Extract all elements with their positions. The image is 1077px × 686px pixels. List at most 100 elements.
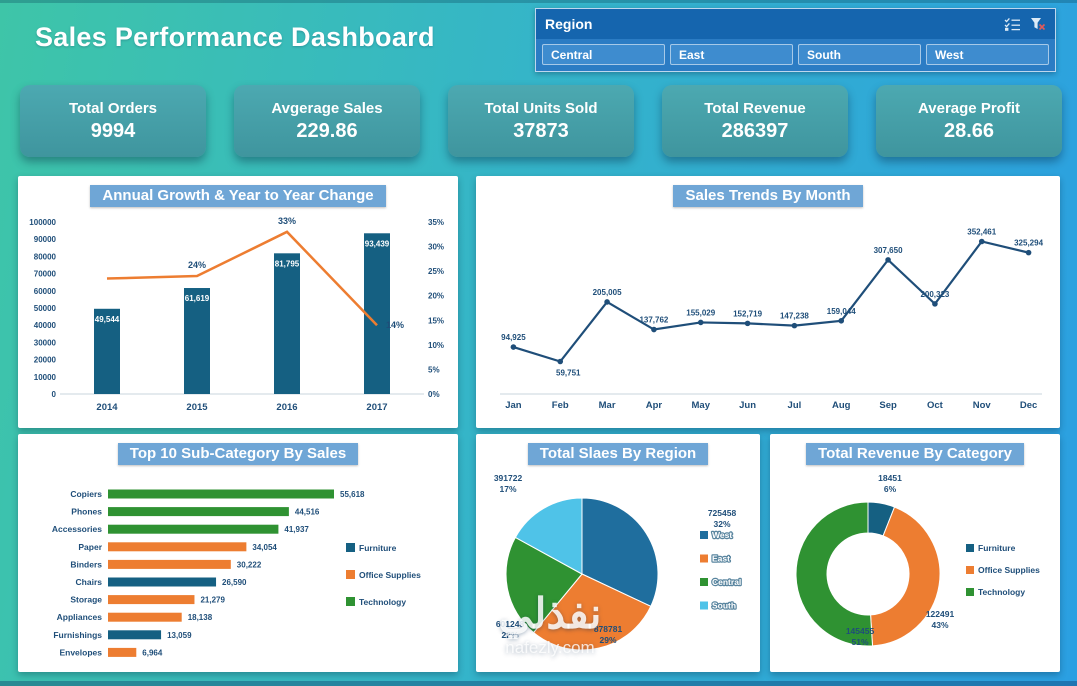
slice-878781 — [532, 573, 652, 651]
bar-value-label: 61,619 — [185, 294, 210, 303]
row-label: Appliances — [57, 612, 103, 622]
annual-growth-chart: 0 10000 20000 30000 40000 50000 60000 70000 8000… — [29, 216, 444, 413]
left-axis-tick: 50000 — [34, 304, 57, 313]
yoy-line — [106, 230, 378, 327]
slicer-button-south[interactable]: South — [798, 44, 921, 65]
tspan: 145455 — [846, 626, 875, 636]
sales-trends-chart: 94,925 Jan 59,751 Feb 205,005 Mar 137,762 Apr 15… — [500, 227, 1044, 411]
bar-storage — [108, 595, 195, 605]
slice-label: 391722 17% — [494, 473, 523, 494]
left-axis-tick: 60000 — [34, 287, 57, 296]
bar-phones — [108, 507, 289, 517]
multiselect-icon[interactable] — [1004, 17, 1021, 31]
bar-2014 — [94, 308, 120, 394]
point-value-label: 325,294 — [1014, 239, 1043, 248]
row-label: Envelopes — [59, 647, 102, 657]
left-axis-tick: 30000 — [34, 338, 57, 347]
category-label: 2016 — [276, 402, 297, 413]
kpi-card-2: Avgerage Sales 229.86 — [234, 85, 420, 157]
point-Jul — [791, 322, 798, 329]
slice-label: 145455 51% — [846, 626, 875, 647]
row-label: Chairs — [76, 577, 103, 587]
month-label: Aug — [832, 400, 851, 411]
bar-value-label: 30,222 — [237, 560, 262, 569]
bar-furnishings — [108, 630, 162, 640]
month-label: Dec — [1020, 400, 1037, 411]
top-edge — [0, 0, 1077, 3]
legend-label: South — [712, 601, 736, 611]
bar-value-label: 21,279 — [200, 596, 225, 605]
region-pie-chart: 725458 32% 878781 29% 601248 22% 391722 17% West… — [494, 473, 742, 651]
month-label: Jan — [505, 400, 522, 411]
kpi-label: Total Orders — [68, 99, 158, 117]
sales-line — [513, 240, 1029, 363]
page-title: Sales Performance Dashboard — [35, 22, 435, 52]
bar-appliances — [108, 612, 182, 622]
legend-swatch — [700, 531, 708, 539]
bar-value-label: 26,590 — [222, 578, 247, 587]
left-axis-tick: 20000 — [34, 356, 57, 365]
kpi-label: Total Units Sold — [484, 99, 598, 117]
kpi-label: Total Revenue — [704, 99, 806, 117]
kpi-card-3: Total Units Sold 37873 — [448, 85, 634, 157]
slice-label: 725458 32% — [708, 508, 737, 529]
row-label: Paper — [78, 542, 102, 552]
panel-subcategory: Top 10 Sub-Category By Sales Copiers 55,6… — [18, 434, 458, 672]
tspan: 601248 — [496, 619, 525, 629]
slicer-button-central[interactable]: Central — [542, 44, 665, 65]
slicer-button-east[interactable]: East — [670, 44, 793, 65]
point-value-label: 200,323 — [920, 290, 949, 299]
legend-swatch — [966, 544, 974, 552]
slice-label: 122491 43% — [926, 609, 955, 630]
bar-envelopes — [108, 647, 137, 657]
slicer-buttons: Central East South West — [536, 39, 1055, 71]
left-axis-tick: 0 — [52, 390, 57, 399]
slicer-button-west[interactable]: West — [926, 44, 1049, 65]
month-label: Mar — [599, 400, 616, 411]
point-value-label: 352,461 — [967, 227, 996, 236]
kpi-value: 229.86 — [296, 119, 358, 142]
month-label: Oct — [927, 400, 944, 411]
bottom-edge — [0, 681, 1077, 686]
month-label: Jun — [739, 400, 756, 411]
left-axis-tick: 70000 — [34, 270, 57, 279]
bar-2017 — [364, 233, 390, 394]
category-label: 2014 — [96, 402, 118, 413]
tspan: 122491 — [926, 609, 955, 619]
clear-filter-icon[interactable] — [1030, 17, 1046, 31]
slicer-icons — [1004, 17, 1046, 31]
kpi-card-1: Total Orders 9994 — [20, 85, 206, 157]
kpi-value: 9994 — [90, 119, 136, 142]
bar-chairs — [108, 577, 217, 587]
chart-title-subcategory: Top 10 Sub-Category By Sales — [117, 443, 359, 465]
point-value-label: 147,238 — [780, 312, 809, 321]
left-axis-tick: 90000 — [34, 235, 57, 244]
bar-paper — [108, 542, 247, 552]
legend-swatch — [346, 597, 355, 606]
category-donut-chart: 18451 6% 122491 43% 145455 51% Furniture Office… — [795, 473, 1040, 647]
bar-value-label: 13,059 — [167, 631, 192, 640]
point-May — [697, 319, 704, 326]
kpi-label: Average Profit — [918, 99, 1020, 117]
bar-value-label: 41,937 — [284, 525, 309, 534]
right-axis-tick: 30% — [428, 243, 444, 252]
chart-title-sales-trends: Sales Trends By Month — [673, 185, 863, 207]
chart-title-category-donut: Total Revenue By Category — [806, 443, 1024, 465]
chart-title-region-pie: Total Slaes By Region — [527, 443, 709, 465]
tspan: 51% — [851, 637, 868, 647]
yoy-label: 33% — [278, 216, 296, 226]
point-value-label: 155,029 — [686, 308, 715, 317]
legend-label: East — [712, 554, 730, 564]
bar-value-label: 49,544 — [95, 315, 120, 324]
category-label: 2015 — [186, 402, 208, 413]
slice-label: 601248 22% — [496, 619, 525, 640]
row-label: Accessories — [52, 524, 102, 534]
bar-2016 — [274, 253, 300, 394]
bar-value-label: 18,138 — [188, 613, 213, 622]
legend-label: West — [712, 530, 732, 540]
month-label: Sep — [879, 400, 897, 411]
subcategory-chart: Copiers 55,618 Phones 44,516 Accessories 41,9… — [52, 489, 421, 657]
month-label: Nov — [973, 400, 992, 411]
row-label: Storage — [70, 595, 102, 605]
legend-label: Technology — [359, 597, 406, 607]
